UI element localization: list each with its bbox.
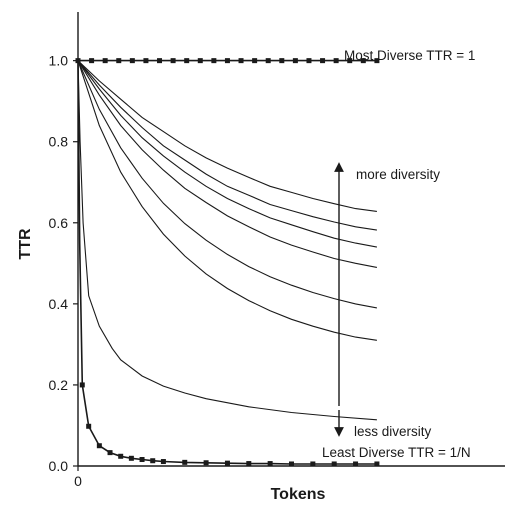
most-diverse-marker xyxy=(320,58,326,64)
most-diverse-marker xyxy=(116,58,122,64)
least-diverse-marker xyxy=(139,457,145,463)
series-line xyxy=(77,60,378,268)
most-diverse-marker xyxy=(279,58,285,64)
least-diverse-marker xyxy=(86,423,92,429)
least-diverse-marker xyxy=(128,455,134,461)
series-line xyxy=(77,60,377,212)
axes xyxy=(77,12,505,467)
most-diverse-marker xyxy=(347,58,353,64)
most-diverse-marker xyxy=(129,58,135,64)
y-tick-label: 1.0 xyxy=(49,53,69,69)
series-group xyxy=(77,59,378,465)
least-diverse-marker xyxy=(267,461,273,467)
series-line xyxy=(77,60,378,309)
y-ticks: 0.0 0.2 0.4 0.6 0.8 1.0 xyxy=(49,53,78,474)
series-line xyxy=(77,60,377,341)
most-diverse-marker xyxy=(211,58,217,64)
x-ticks: 0 xyxy=(74,466,82,489)
least-diverse-marker xyxy=(96,443,102,449)
least-diverse-marker xyxy=(289,461,294,467)
most-diverse-marker xyxy=(333,58,339,64)
most-diverse-marker xyxy=(374,58,380,64)
most-diverse-marker xyxy=(197,58,203,64)
y-tick-label: 0.4 xyxy=(49,296,69,312)
least-diverse-marker xyxy=(182,459,188,465)
least-diverse-marker xyxy=(331,461,337,467)
least-diverse-marker xyxy=(310,461,316,467)
series-line xyxy=(77,60,377,421)
most-diverse-marker xyxy=(75,58,81,64)
most-diverse-marker xyxy=(224,58,230,64)
annotation-least-diverse: Least Diverse TTR = 1/N xyxy=(322,445,471,460)
x-axis-label: Tokens xyxy=(271,486,326,503)
most-diverse-marker xyxy=(306,58,312,64)
y-tick-label: 0.0 xyxy=(49,458,69,474)
annotation-most-diverse: Most Diverse TTR = 1 xyxy=(344,48,475,63)
markers-group xyxy=(75,58,380,467)
most-diverse-marker xyxy=(157,58,163,64)
least-diverse-marker xyxy=(224,460,230,466)
annotation-more-diversity: more diversity xyxy=(356,167,440,182)
least-diverse-marker xyxy=(374,461,380,467)
least-diverse-marker xyxy=(353,461,359,467)
most-diverse-marker xyxy=(265,58,271,64)
least-diverse-marker xyxy=(118,453,124,459)
least-diverse-marker xyxy=(107,450,113,456)
series-line xyxy=(77,60,377,231)
most-diverse-marker xyxy=(184,58,190,64)
most-diverse-marker xyxy=(143,58,149,64)
most-diverse-marker xyxy=(102,58,108,64)
y-tick-label: 0.2 xyxy=(49,377,69,393)
least-diverse-marker xyxy=(203,460,209,466)
x-tick-label: 0 xyxy=(74,473,82,489)
most-diverse-marker xyxy=(252,58,258,64)
y-axis-label: TTR xyxy=(17,228,34,260)
most-diverse-marker xyxy=(89,58,95,64)
most-diverse-marker xyxy=(292,58,298,64)
least-diverse-marker xyxy=(246,461,252,467)
most-diverse-marker xyxy=(238,58,244,64)
y-tick-label: 0.6 xyxy=(49,215,69,231)
most-diverse-marker xyxy=(170,58,176,64)
series-line xyxy=(77,60,378,248)
least-diverse-marker xyxy=(79,382,85,388)
least-diverse-marker xyxy=(160,459,166,465)
least-diverse-marker xyxy=(150,458,156,464)
y-tick-label: 0.8 xyxy=(49,134,69,150)
annotation-less-diversity: less diversity xyxy=(354,424,432,439)
least-diverse-line xyxy=(77,60,377,465)
most-diverse-marker xyxy=(360,58,366,64)
